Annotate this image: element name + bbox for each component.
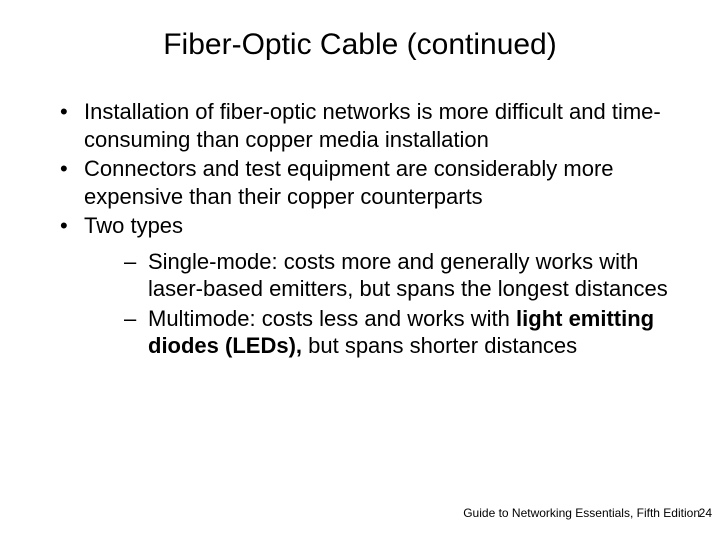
sub-item: Multimode: costs less and works with lig… (124, 305, 680, 360)
bullet-item: Connectors and test equipment are consid… (60, 155, 680, 210)
slide: Fiber-Optic Cable (continued) Installati… (0, 0, 720, 540)
bullet-item: Two types Single-mode: costs more and ge… (60, 212, 680, 360)
sub-text: Single-mode: costs more and generally wo… (148, 249, 668, 302)
bullet-item: Installation of fiber-optic networks is … (60, 98, 680, 153)
sub-item: Single-mode: costs more and generally wo… (124, 248, 680, 303)
sub-list: Single-mode: costs more and generally wo… (124, 248, 680, 360)
bullet-text: Installation of fiber-optic networks is … (84, 99, 661, 152)
sub-text-part: Multimode: costs less and works with (148, 306, 516, 331)
page-number: 24 (699, 506, 712, 520)
bullet-list: Installation of fiber-optic networks is … (60, 98, 680, 360)
slide-title: Fiber-Optic Cable (continued) (40, 28, 680, 62)
bullet-text: Two types (84, 213, 183, 238)
bullet-text: Connectors and test equipment are consid… (84, 156, 614, 209)
sub-text-part: but spans shorter distances (308, 333, 577, 358)
footer-text: Guide to Networking Essentials, Fifth Ed… (463, 506, 700, 520)
